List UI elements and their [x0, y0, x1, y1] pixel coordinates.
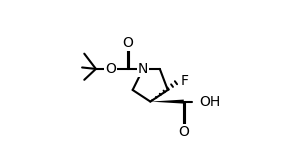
Polygon shape	[150, 100, 184, 104]
Text: F: F	[181, 74, 189, 88]
Text: O: O	[105, 62, 116, 76]
Text: OH: OH	[200, 95, 221, 109]
Text: N: N	[138, 62, 148, 76]
Text: O: O	[178, 125, 189, 139]
Text: O: O	[122, 36, 133, 50]
